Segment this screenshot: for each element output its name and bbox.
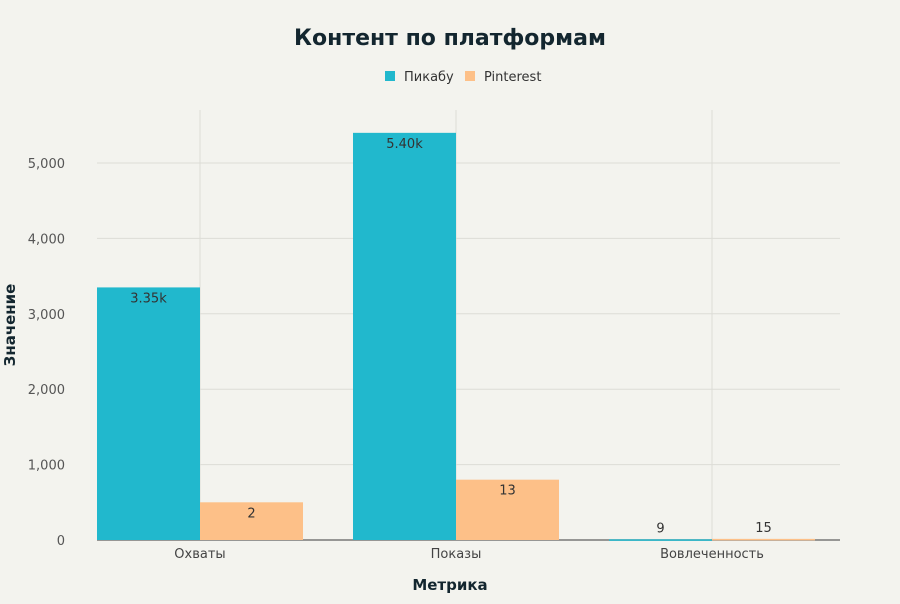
y-tick-label: 4,000 — [28, 232, 65, 247]
legend: Пикабу Pinterest — [385, 70, 541, 85]
y-tick-label: 3,000 — [28, 308, 65, 323]
grid — [97, 110, 840, 541]
x-tick-label: Показы — [431, 547, 482, 562]
y-ticks: 0 1,000 2,000 3,000 4,000 5,000 — [28, 157, 65, 549]
y-axis-label: Значение — [1, 284, 19, 367]
x-tick-label: Охваты — [174, 547, 225, 562]
data-label: 13 — [499, 484, 516, 499]
chart-title: Контент по платформам — [294, 26, 606, 51]
data-label: 5.40k — [386, 137, 423, 152]
legend-label: Pinterest — [484, 70, 541, 85]
legend-swatch — [465, 71, 475, 81]
x-axis-label: Метрика — [412, 576, 487, 594]
x-tick-label: Вовлеченность — [660, 547, 764, 562]
data-label: 3.35k — [130, 291, 167, 306]
legend-label: Пикабу — [404, 70, 454, 85]
bar-pikabu — [97, 287, 200, 540]
bars: 3.35k 2 5.40k 13 9 15 — [97, 132, 815, 541]
x-ticks: Охваты Показы Вовлеченность — [174, 547, 764, 562]
bar-pinterest — [200, 502, 303, 540]
bar-pinterest — [456, 479, 559, 540]
legend-swatch — [385, 71, 395, 81]
data-label: 2 — [247, 506, 255, 521]
y-tick-label: 2,000 — [28, 383, 65, 398]
bar-pikabu — [353, 132, 456, 540]
y-tick-label: 0 — [57, 534, 65, 549]
y-tick-label: 1,000 — [28, 459, 65, 474]
data-label: 9 — [656, 521, 664, 536]
bar-pinterest — [712, 538, 815, 541]
data-label: 15 — [755, 521, 772, 536]
y-tick-label: 5,000 — [28, 157, 65, 172]
bar-pikabu — [609, 539, 712, 541]
